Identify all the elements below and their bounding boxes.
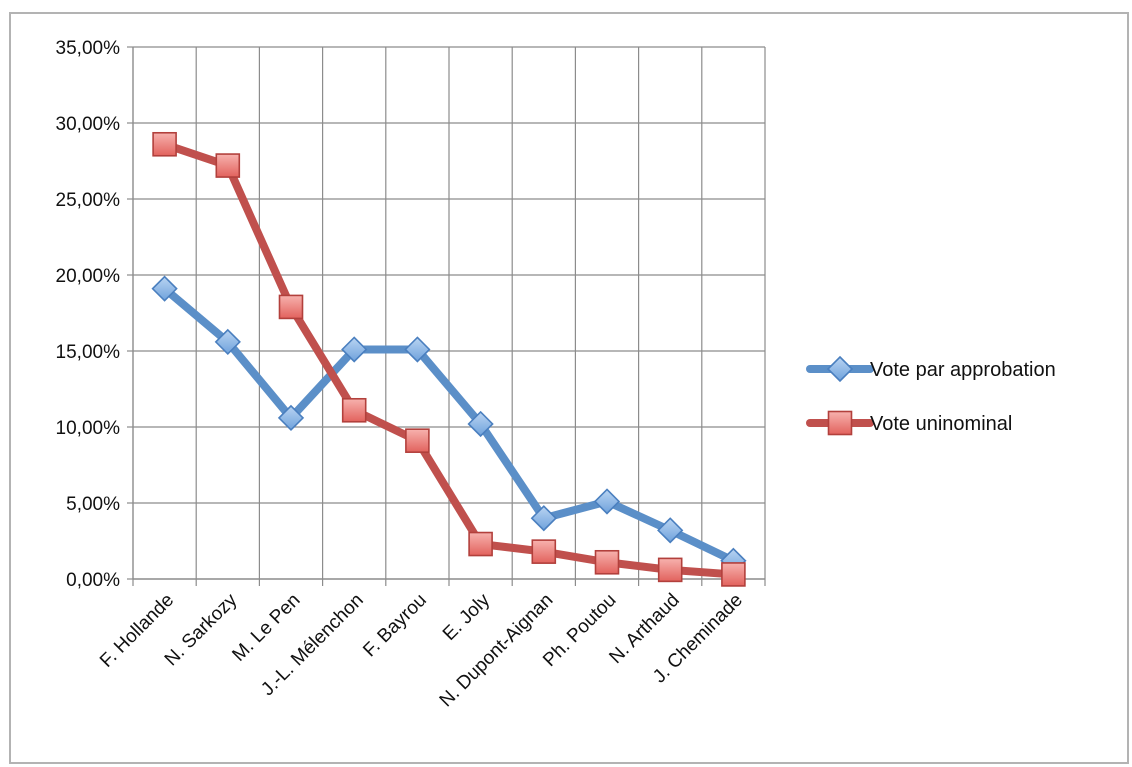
series-1-point [151, 275, 178, 302]
series-lines [160, 140, 738, 579]
y-tick-label: 30,00% [56, 114, 121, 135]
series-2-point [721, 562, 746, 587]
series-2-point [531, 539, 557, 564]
series-1-point [404, 336, 431, 363]
x-tick-label: F. Bayrou [359, 590, 431, 662]
series-1-point [277, 404, 305, 432]
series-1-point [214, 328, 241, 356]
y-tick-label: 35,00% [56, 38, 121, 59]
series-2-point [468, 531, 493, 557]
y-tick-label: 25,00% [56, 190, 121, 211]
y-tick-label: 20,00% [56, 266, 121, 287]
series-1-point [593, 488, 621, 515]
gridlines [133, 46, 766, 579]
series-2-point [657, 557, 683, 583]
series-line-1 [160, 284, 738, 565]
series-2-point [215, 153, 241, 178]
legend-marker-1 [826, 355, 854, 383]
legend-label-2: Vote uninominal [870, 413, 1012, 435]
legend-label-1: Vote par approbation [870, 359, 1056, 381]
x-tick-label: N. Dupont-Aignan [436, 590, 558, 712]
series-1-point [657, 517, 684, 544]
y-tick-label: 10,00% [56, 418, 121, 439]
series-1-point [467, 410, 494, 438]
axes [127, 46, 766, 586]
series-2-point [278, 294, 304, 320]
series-2-point [405, 428, 430, 453]
series-2-point [341, 397, 367, 423]
x-tick-label: E. Joly [439, 589, 495, 645]
series-1-point [530, 505, 557, 532]
series-markers [151, 131, 747, 587]
y-tick-label: 0,00% [66, 570, 120, 591]
series-2-point [594, 549, 620, 575]
series-1-point [341, 336, 368, 363]
y-tick-label: 15,00% [56, 342, 121, 363]
legend-marker-2 [827, 410, 853, 436]
y-tick-label: 5,00% [66, 494, 120, 515]
legend: Vote par approbation Vote uninominal [806, 355, 1056, 436]
series-line-2 [160, 140, 738, 579]
series-2-point [152, 131, 177, 157]
y-axis-tick-labels: 0,00% 5,00% 10,00% 15,00% 20,00% 25,00% 30,00%… [56, 38, 121, 591]
